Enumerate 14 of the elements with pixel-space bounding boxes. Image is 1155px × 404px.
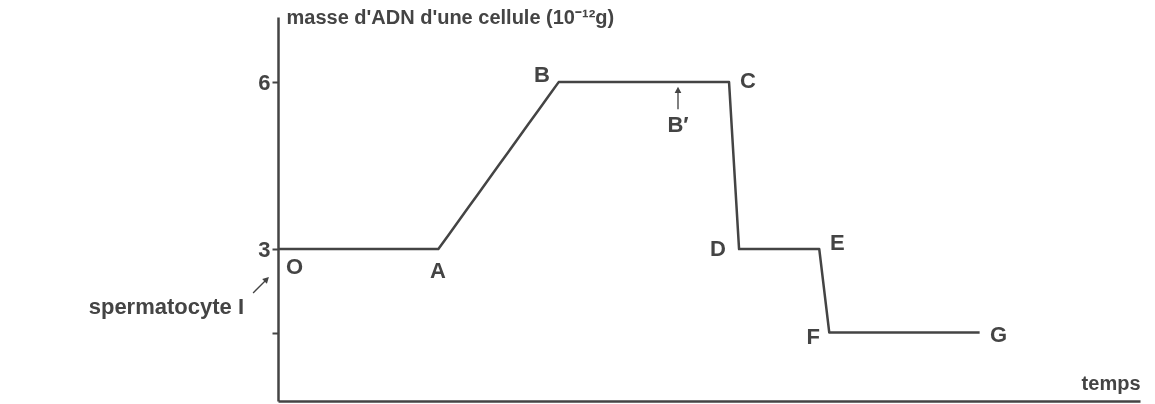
annotation: A — [430, 258, 447, 283]
annotation: D — [710, 236, 726, 261]
annotation: F — [806, 324, 820, 349]
y-axis-title: masse d'ADN d'une cellule (10⁻¹²g) — [286, 5, 615, 28]
annotation: B — [534, 62, 550, 87]
annotation: G — [990, 322, 1008, 347]
annotation: O — [286, 254, 304, 279]
y-tick-label: 3 — [258, 236, 271, 262]
y-tick-label: 6 — [258, 69, 271, 95]
annotation: C — [740, 68, 756, 93]
annotation: E — [830, 230, 845, 255]
x-axis-title: temps — [1081, 371, 1141, 394]
annotation: B′ — [667, 112, 689, 137]
text: spermatocyte I — [88, 294, 244, 319]
